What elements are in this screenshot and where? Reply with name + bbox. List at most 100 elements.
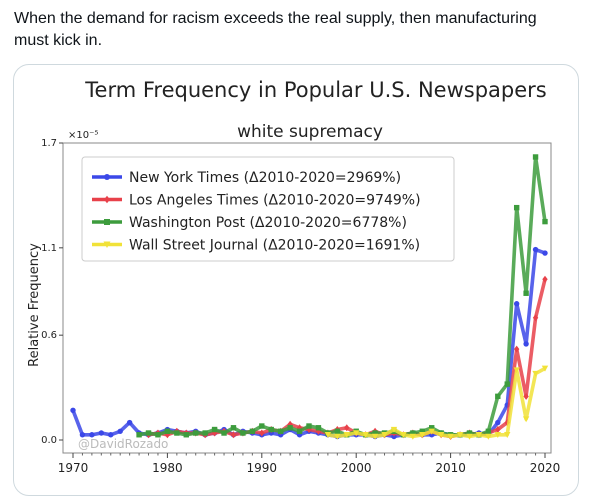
- data-point: [104, 174, 110, 180]
- data-point: [466, 433, 473, 440]
- data-point: [504, 381, 510, 387]
- data-point: [523, 392, 529, 400]
- data-point: [485, 433, 492, 440]
- data-point: [371, 433, 379, 440]
- data-point: [221, 430, 227, 436]
- data-point: [174, 430, 180, 436]
- data-point: [104, 219, 110, 225]
- data-point: [513, 204, 520, 211]
- chart-subtitle: white supremacy: [237, 122, 383, 142]
- data-point: [542, 275, 548, 283]
- data-point: [202, 430, 208, 436]
- data-point: [230, 431, 237, 439]
- legend-entry: New York Times (Δ2010-2020=2969%): [92, 170, 401, 186]
- legend-label: Los Angeles Times (Δ2010-2020=9749%): [129, 193, 421, 209]
- data-point: [193, 430, 199, 436]
- line-chart: Term Frequency in Popular U.S. Newspaper…: [27, 78, 560, 475]
- legend-box: [81, 156, 455, 262]
- data-point: [494, 432, 501, 438]
- data-point: [532, 154, 539, 160]
- plot-frame: [62, 142, 552, 454]
- data-point: [259, 429, 265, 437]
- data-point: [513, 367, 520, 374]
- data-point: [381, 432, 388, 438]
- x-tick-label: 2010: [435, 461, 466, 475]
- x-tick-label: 2000: [341, 461, 372, 475]
- legend-entry: Washington Post (Δ2010-2020=6778%): [92, 215, 407, 231]
- data-point: [334, 433, 341, 440]
- data-point: [277, 428, 284, 434]
- data-point: [126, 419, 133, 426]
- data-point: [211, 426, 218, 433]
- data-point: [117, 428, 123, 434]
- data-point: [400, 432, 407, 438]
- data-point: [136, 432, 142, 438]
- data-point: [353, 430, 360, 437]
- data-point: [532, 314, 539, 322]
- data-point: [324, 432, 332, 438]
- data-point: [419, 432, 426, 438]
- data-point: [103, 241, 111, 248]
- data-point: [485, 428, 492, 434]
- y-tick-label: 0.6: [41, 330, 57, 341]
- data-point: [390, 426, 398, 433]
- data-point: [495, 419, 501, 426]
- data-point: [362, 432, 369, 438]
- data-point: [108, 432, 114, 438]
- data-point: [466, 430, 473, 436]
- series-line: [148, 278, 547, 439]
- data-point: [532, 246, 539, 253]
- data-point: [145, 430, 152, 436]
- axes: 0.0 0.6 1.1 1.7 1970 1980 1990 2000 2010 2020: [41, 138, 560, 475]
- tweet-media-chart[interactable]: Term Frequency in Popular U.S. Newspaper…: [13, 64, 579, 496]
- series: [70, 246, 548, 440]
- data-point: [70, 407, 76, 413]
- data-point: [296, 428, 303, 434]
- data-point: [183, 432, 189, 438]
- data-point: [89, 432, 95, 438]
- data-point: [523, 290, 529, 296]
- data-point: [504, 432, 511, 438]
- data-point: [542, 218, 548, 225]
- data-point: [315, 425, 322, 431]
- data-point: [429, 425, 435, 431]
- data-point: [155, 432, 161, 438]
- data-point: [259, 423, 265, 429]
- data-point: [419, 428, 425, 434]
- y-tick-label: 1.1: [41, 243, 57, 254]
- data-point: [249, 428, 256, 434]
- data-point: [523, 341, 529, 347]
- legend-label: New York Times (Δ2010-2020=2969%): [129, 170, 401, 186]
- data-point: [287, 425, 293, 431]
- series: [324, 365, 549, 440]
- y-tick-label: 1.7: [41, 138, 57, 149]
- data-point: [334, 428, 341, 434]
- series-lines: [70, 154, 549, 441]
- chart-title: Term Frequency in Popular U.S. Newspaper…: [84, 78, 546, 102]
- data-point: [240, 430, 246, 436]
- data-point: [343, 432, 350, 438]
- data-point: [79, 432, 86, 438]
- data-point: [437, 432, 445, 438]
- x-tick-label: 1980: [152, 461, 183, 475]
- data-point: [409, 433, 417, 440]
- data-point: [522, 416, 530, 423]
- data-point: [428, 428, 435, 435]
- data-point: [104, 195, 110, 204]
- series: [145, 275, 548, 441]
- data-point: [268, 426, 274, 433]
- tweet-text: When the demand for racism exceeds the r…: [14, 10, 537, 49]
- data-point: [447, 433, 454, 440]
- legend: New York Times (Δ2010-2020=2969%) Los Ang…: [81, 156, 455, 262]
- data-point: [306, 423, 312, 429]
- data-point: [164, 428, 171, 434]
- data-point: [410, 430, 416, 436]
- data-point: [372, 430, 378, 436]
- series-line: [71, 247, 546, 439]
- data-point: [456, 432, 464, 438]
- data-point: [542, 250, 548, 256]
- watermark: @DavidRozado: [78, 437, 168, 451]
- y-axis-multiplier: ×10⁻⁵: [68, 130, 98, 141]
- data-point: [344, 424, 350, 432]
- data-point: [495, 393, 501, 400]
